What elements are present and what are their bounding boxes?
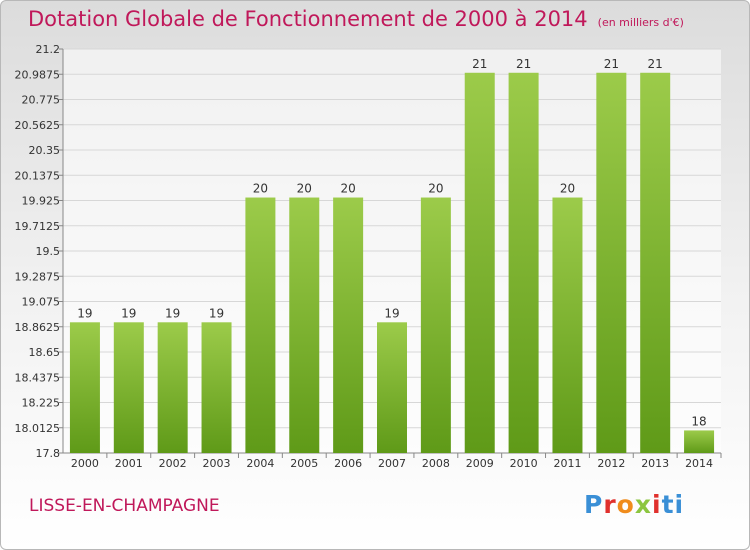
- y-tick-label: 19.2875: [15, 270, 61, 283]
- x-tick-label: 2003: [203, 457, 231, 470]
- bar: [552, 197, 583, 453]
- data-label: 21: [648, 57, 663, 71]
- bar: [508, 72, 539, 453]
- bar: [69, 322, 100, 453]
- y-tick-label: 19.7125: [15, 220, 61, 233]
- x-tick-label: 2012: [597, 457, 625, 470]
- title-text: Dotation Globale de Fonctionnement de 20…: [28, 7, 588, 31]
- bar: [377, 322, 407, 453]
- data-label: 20: [297, 182, 312, 196]
- bar: [333, 197, 364, 453]
- bar: [596, 72, 627, 453]
- data-label: 19: [384, 306, 399, 320]
- bar: [157, 322, 188, 453]
- y-tick-label: 18.65: [29, 346, 61, 359]
- y-tick-label: 19.075: [22, 296, 61, 309]
- x-tick-label: 2014: [685, 457, 713, 470]
- y-tick-label: 18.225: [22, 397, 61, 410]
- data-label: 19: [165, 306, 180, 320]
- data-label: 19: [121, 306, 136, 320]
- bar: [113, 322, 144, 453]
- y-tick-label: 20.775: [22, 94, 61, 107]
- y-tick-label: 20.9875: [15, 68, 61, 81]
- x-tick-label: 2005: [290, 457, 318, 470]
- y-tick-label: 19.5: [36, 245, 61, 258]
- data-label: 20: [428, 182, 443, 196]
- x-tick-label: 2007: [378, 457, 406, 470]
- bar: [245, 197, 276, 453]
- x-tick-label: 2006: [334, 457, 362, 470]
- x-tick-label: 2001: [115, 457, 143, 470]
- y-tick-label: 18.0125: [15, 422, 61, 435]
- data-label: 19: [77, 306, 92, 320]
- x-tick-label: 2004: [246, 457, 274, 470]
- y-tick-label: 20.1375: [15, 169, 61, 182]
- data-label: 20: [340, 182, 355, 196]
- plot-area: 17.8 18.0125 18.225 18.4375 18.65 18.8625 19.0…: [15, 43, 722, 470]
- data-label: 21: [604, 57, 619, 71]
- data-label: 20: [253, 182, 268, 196]
- x-tick-label: 2013: [641, 457, 669, 470]
- y-tick-label: 18.8625: [15, 321, 61, 334]
- bar: [420, 197, 451, 453]
- bar: [201, 322, 232, 453]
- data-label: 18: [691, 414, 706, 428]
- x-tick-label: 2010: [510, 457, 538, 470]
- x-tick-label: 2002: [159, 457, 187, 470]
- x-tick-label: 2011: [553, 457, 581, 470]
- bar: [464, 72, 495, 453]
- bar: [289, 197, 320, 453]
- data-label: 20: [560, 182, 575, 196]
- y-tick-label: 18.4375: [15, 371, 61, 384]
- data-label: 19: [209, 306, 224, 320]
- unit-label: (en milliers d'€): [597, 16, 684, 29]
- proxiti-logo: Proxiti: [584, 490, 685, 519]
- data-label: 21: [472, 57, 487, 71]
- y-tick-label: 21.2: [36, 43, 61, 56]
- x-tick-label: 2009: [466, 457, 494, 470]
- chart-title: Dotation Globale de Fonctionnement de 20…: [28, 7, 684, 31]
- x-tick-label: 2000: [71, 457, 99, 470]
- y-tick-label: 20.5625: [15, 119, 61, 132]
- bar: [640, 72, 671, 453]
- y-tick-label: 17.8: [36, 447, 61, 460]
- y-tick-label: 20.35: [29, 144, 61, 157]
- bar: [684, 430, 715, 453]
- y-tick-label: 19.925: [22, 195, 61, 208]
- x-tick-label: 2008: [422, 457, 450, 470]
- data-label: 21: [516, 57, 531, 71]
- commune-name: LISSE-EN-CHAMPAGNE: [29, 496, 220, 516]
